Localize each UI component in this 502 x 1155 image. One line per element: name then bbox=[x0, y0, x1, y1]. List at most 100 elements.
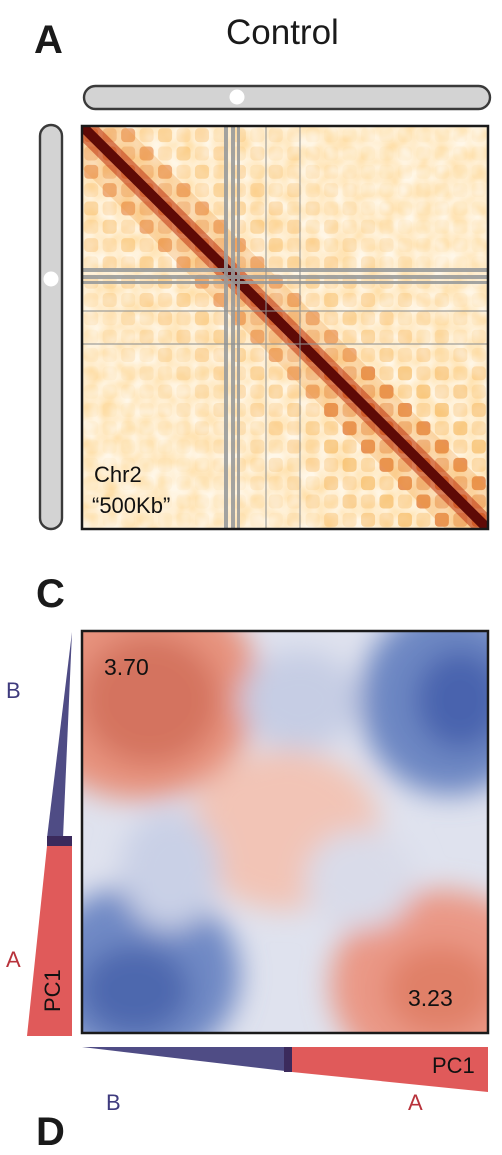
hic-contact-block bbox=[250, 164, 265, 179]
hic-contact-block bbox=[361, 164, 376, 179]
hic-contact-block bbox=[361, 457, 376, 472]
hic-contact-block bbox=[287, 421, 302, 436]
hic-contact-block bbox=[416, 402, 431, 417]
hic-contact-block bbox=[305, 219, 320, 234]
pc1-horizontal-label: PC1 bbox=[432, 1053, 475, 1078]
hic-contact-block bbox=[121, 402, 136, 417]
hic-contact-block bbox=[342, 293, 357, 307]
hic-contact-block bbox=[434, 329, 449, 344]
hic-contact-block bbox=[287, 164, 302, 179]
hic-contact-block bbox=[250, 146, 265, 161]
hic-contact-block bbox=[250, 457, 265, 472]
hic-contact-block bbox=[250, 384, 265, 399]
hic-contact-block bbox=[268, 476, 283, 491]
hic-contact-block bbox=[416, 201, 431, 216]
hic-contact-block bbox=[139, 293, 154, 307]
hic-contact-block bbox=[139, 238, 154, 253]
hic-contact-block bbox=[471, 439, 486, 454]
hic-contact-block bbox=[471, 219, 486, 234]
hic-contact-block bbox=[194, 329, 209, 344]
hic-contact-block bbox=[342, 329, 357, 344]
hic-contact-block bbox=[213, 183, 228, 198]
hic-contact-block bbox=[194, 201, 209, 216]
hic-contact-block bbox=[139, 457, 154, 472]
centromere-marker-vertical bbox=[43, 271, 59, 287]
hic-contact-block bbox=[176, 293, 191, 307]
hic-contact-block bbox=[250, 348, 265, 362]
pc1-vertical-b-wedge bbox=[47, 632, 72, 838]
hic-contact-block bbox=[158, 329, 173, 344]
hic-contact-block bbox=[176, 128, 191, 143]
hic-contact-block bbox=[121, 293, 136, 307]
hic-contact-block bbox=[471, 402, 486, 417]
hic-contact-block bbox=[379, 146, 394, 161]
hic-contact-block bbox=[324, 476, 339, 491]
hic-contact-block bbox=[453, 311, 468, 326]
hic-contact-block bbox=[84, 457, 99, 472]
hic-contact-block bbox=[379, 256, 394, 271]
hic-contact-block bbox=[84, 293, 99, 307]
hic-contact-block bbox=[213, 421, 228, 436]
hic-contact-block bbox=[324, 439, 339, 454]
hic-contact-block bbox=[287, 476, 302, 491]
hic-contact-block bbox=[268, 219, 283, 234]
hic-contact-block bbox=[250, 476, 265, 491]
saddle-top-left-value: 3.70 bbox=[104, 654, 149, 680]
hic-contact-block bbox=[287, 457, 302, 472]
hic-contact-block bbox=[139, 366, 154, 381]
hic-contact-block bbox=[250, 238, 265, 253]
hic-contact-block bbox=[397, 329, 412, 344]
hic-contact-block bbox=[250, 421, 265, 436]
hic-contact-block bbox=[287, 201, 302, 216]
hic-contact-block bbox=[158, 384, 173, 399]
hic-contact-block bbox=[324, 293, 339, 307]
hic-contact-block bbox=[305, 494, 320, 509]
hic-contact-block bbox=[416, 183, 431, 198]
hic-contact-block bbox=[324, 256, 339, 271]
hic-contact-block bbox=[342, 512, 357, 527]
bottom-axis-a-label: A bbox=[408, 1090, 423, 1115]
hic-contact-block bbox=[397, 219, 412, 234]
next-panel-letter: D bbox=[36, 1110, 65, 1154]
hic-contact-block bbox=[397, 146, 412, 161]
hic-contact-block bbox=[471, 146, 486, 161]
hic-contact-block bbox=[361, 329, 376, 344]
hic-contact-block bbox=[305, 128, 320, 143]
hic-contact-block bbox=[213, 146, 228, 161]
hic-contact-block bbox=[176, 384, 191, 399]
hic-contact-block bbox=[471, 476, 486, 491]
hic-contact-block bbox=[379, 219, 394, 234]
hic-contact-block bbox=[342, 348, 357, 362]
hic-contact-block bbox=[434, 366, 449, 381]
hic-contact-block bbox=[324, 329, 339, 344]
hic-contact-block bbox=[287, 293, 302, 307]
hic-contact-block bbox=[361, 366, 376, 381]
hic-contact-block bbox=[84, 439, 99, 454]
hic-contact-block bbox=[176, 164, 191, 179]
hic-contact-block bbox=[471, 293, 486, 307]
hic-contact-block bbox=[342, 146, 357, 161]
hic-contact-block bbox=[379, 457, 394, 472]
hic-contact-block bbox=[416, 421, 431, 436]
hic-contact-block bbox=[84, 329, 99, 344]
hic-contact-block bbox=[434, 128, 449, 143]
hic-contact-block bbox=[194, 494, 209, 509]
hic-contact-block bbox=[361, 183, 376, 198]
hic-contact-block bbox=[194, 439, 209, 454]
hic-contact-block bbox=[416, 256, 431, 271]
figure-graphics bbox=[27, 84, 492, 1092]
left-axis-b-label: B bbox=[6, 678, 21, 703]
hic-contact-block bbox=[250, 512, 265, 527]
hic-contact-block bbox=[102, 311, 117, 326]
hic-contact-block bbox=[305, 183, 320, 198]
hic-contact-block bbox=[379, 164, 394, 179]
hic-contact-block bbox=[213, 512, 228, 527]
compartment-saddle-heatmap bbox=[82, 631, 488, 1033]
hic-contact-block bbox=[416, 219, 431, 234]
hic-contact-block bbox=[397, 366, 412, 381]
hic-contact-block bbox=[102, 201, 117, 216]
hic-contact-block bbox=[84, 256, 99, 271]
hic-contact-block bbox=[102, 457, 117, 472]
hic-contact-block bbox=[453, 164, 468, 179]
hic-contact-block bbox=[471, 348, 486, 362]
